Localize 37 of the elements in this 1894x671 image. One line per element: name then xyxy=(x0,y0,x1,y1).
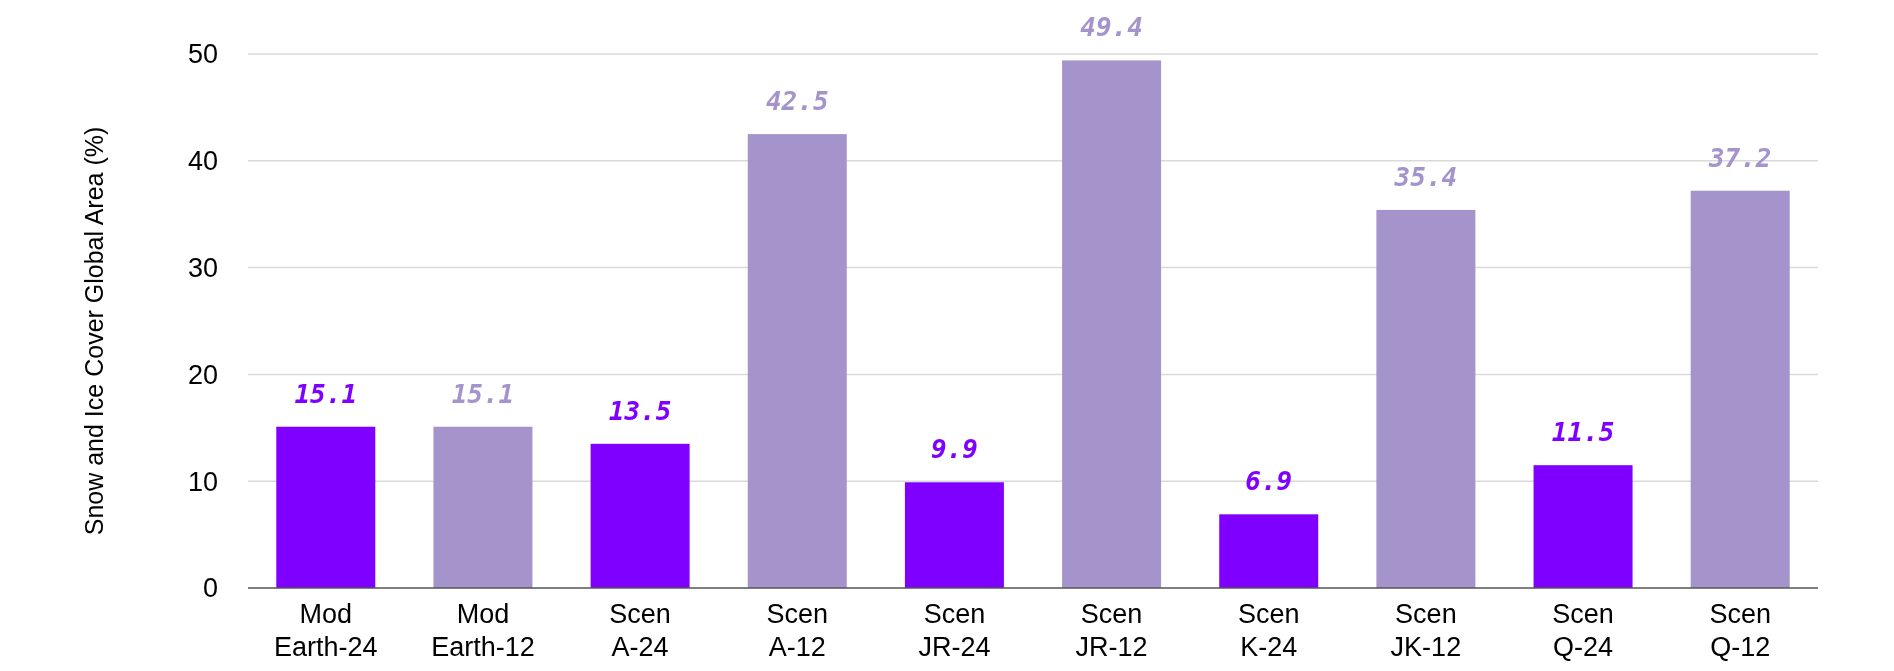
data-label: 49.4 xyxy=(1080,12,1143,43)
x-tick-label: Scen JR-24 xyxy=(918,599,991,662)
y-tick-label: 40 xyxy=(187,146,218,177)
bar xyxy=(590,443,690,588)
data-label: 11.5 xyxy=(1551,417,1615,448)
x-tick-label: Scen A-12 xyxy=(766,599,829,662)
data-label: 42.5 xyxy=(765,86,829,117)
x-tick-label: Scen K-24 xyxy=(1237,599,1300,662)
x-tick-label: Scen JR-12 xyxy=(1075,599,1148,662)
y-tick-label: 10 xyxy=(187,466,218,497)
y-tick-label: 0 xyxy=(202,573,218,604)
bar xyxy=(1690,190,1790,588)
y-tick-label: 20 xyxy=(187,359,218,390)
data-label: 9.9 xyxy=(930,434,978,465)
x-tick-label: Scen Q-12 xyxy=(1709,599,1771,662)
data-label: 13.5 xyxy=(608,395,672,426)
data-label: 15.1 xyxy=(294,378,358,409)
x-tick-label: Scen JK-12 xyxy=(1390,599,1462,662)
bar xyxy=(1062,60,1162,588)
y-axis-title: Snow and Ice Cover Global Area (%) xyxy=(80,126,108,536)
bar xyxy=(1219,514,1319,588)
bar xyxy=(433,426,533,588)
bar xyxy=(276,426,376,588)
x-tick-label: Scen Q-24 xyxy=(1552,599,1614,662)
x-tick-label: Scen A-24 xyxy=(609,599,671,662)
data-label: 15.1 xyxy=(451,378,515,409)
y-tick-label: 30 xyxy=(187,253,218,284)
bar xyxy=(904,482,1004,588)
x-tick-label: Mod Earth-24 xyxy=(274,599,378,662)
bar xyxy=(747,134,847,588)
x-tick-label: Mod Earth-12 xyxy=(431,599,535,662)
bar xyxy=(1376,209,1476,588)
data-label: 35.4 xyxy=(1393,161,1458,192)
data-label: 37.2 xyxy=(1707,142,1772,173)
data-label: 6.9 xyxy=(1245,466,1293,497)
y-tick-label: 50 xyxy=(187,39,218,70)
bar xyxy=(1533,465,1633,588)
